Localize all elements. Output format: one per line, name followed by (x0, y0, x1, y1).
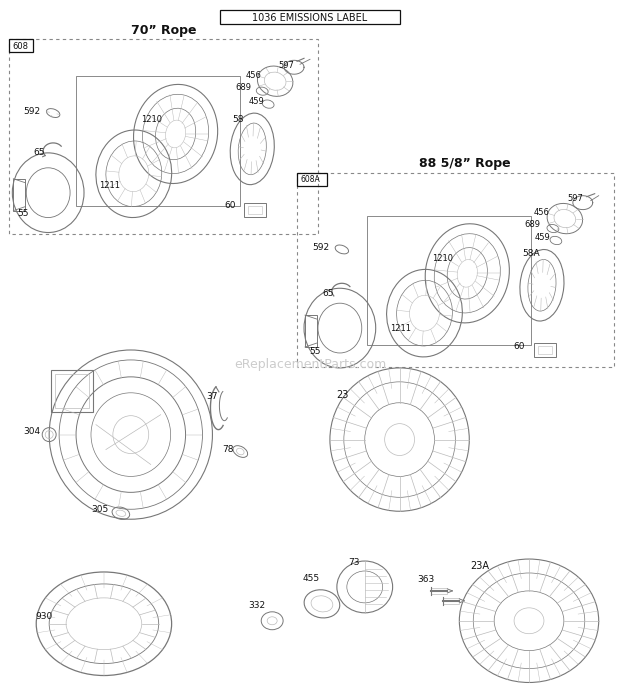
Text: 332: 332 (248, 602, 265, 611)
Text: 689: 689 (236, 82, 251, 91)
Text: 37: 37 (206, 392, 218, 401)
Text: 459: 459 (248, 96, 264, 105)
Text: 459: 459 (535, 233, 551, 242)
Bar (55, 374, 89, 407)
Text: 60: 60 (513, 342, 525, 351)
Text: 930: 930 (35, 613, 53, 622)
Bar (9, 40, 318, 234)
Text: 305: 305 (91, 505, 108, 514)
Bar (244, 202, 266, 217)
Text: 1211: 1211 (99, 182, 120, 190)
Bar (51, 370, 93, 412)
Text: 1210: 1210 (141, 114, 162, 123)
Text: 78: 78 (223, 445, 234, 454)
Text: 58: 58 (232, 114, 244, 123)
Text: 60: 60 (224, 201, 236, 210)
Text: 65: 65 (322, 289, 334, 298)
Text: 592: 592 (24, 107, 40, 116)
Text: 597: 597 (568, 194, 583, 203)
Bar (297, 173, 614, 367)
Text: 456: 456 (246, 71, 261, 80)
Bar (76, 76, 241, 206)
Text: 304: 304 (24, 427, 40, 436)
Text: eReplacementParts.com: eReplacementParts.com (234, 358, 386, 371)
Text: 88 5/8” Rope: 88 5/8” Rope (420, 157, 511, 170)
Text: 65: 65 (33, 148, 45, 157)
Bar (220, 10, 400, 24)
Text: 23A: 23A (471, 561, 489, 571)
Bar (367, 216, 531, 345)
Text: 73: 73 (348, 558, 360, 567)
Bar (534, 343, 556, 357)
Bar (297, 173, 327, 186)
Text: 455: 455 (303, 574, 320, 584)
Bar (9, 40, 33, 53)
Text: 1210: 1210 (432, 254, 453, 263)
Text: 1211: 1211 (389, 324, 410, 333)
Text: 70” Rope: 70” Rope (131, 24, 197, 37)
Text: 55: 55 (17, 209, 29, 218)
Bar (14, 179, 25, 211)
Text: 58A: 58A (522, 249, 539, 258)
Text: 597: 597 (278, 61, 294, 70)
Text: 608A: 608A (300, 175, 320, 184)
Bar (248, 206, 262, 213)
Bar (538, 346, 552, 354)
Bar (305, 315, 317, 347)
Text: 23: 23 (336, 389, 348, 400)
Text: 363: 363 (417, 575, 435, 584)
Text: 55: 55 (309, 347, 321, 356)
Text: 456: 456 (534, 208, 550, 217)
Text: 608: 608 (12, 42, 29, 51)
Text: 689: 689 (524, 220, 540, 229)
Text: 1036 EMISSIONS LABEL: 1036 EMISSIONS LABEL (252, 13, 368, 23)
Text: 592: 592 (312, 243, 329, 252)
